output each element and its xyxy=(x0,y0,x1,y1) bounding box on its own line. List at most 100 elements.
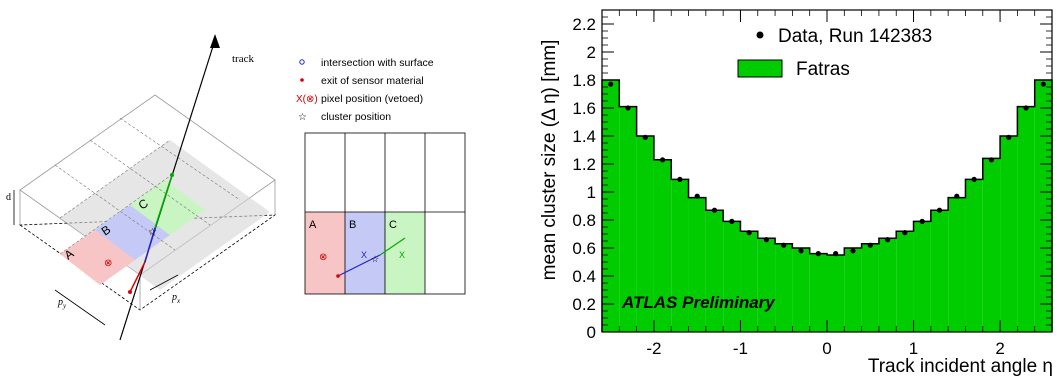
data-point xyxy=(919,218,925,224)
y-tick-label: 0.8 xyxy=(572,211,596,230)
cluster-size-chart: 0 0.2 0.4 0.6 0.8 1 1.2 1.4 1.6 1.8 2 2.2 -2 -1 0 1 2 me… xyxy=(539,9,1053,377)
fatras-bin xyxy=(861,243,879,332)
x-axis-label: Track incident angle η xyxy=(868,356,1053,377)
fatras-bin xyxy=(913,221,931,332)
fatras-bin xyxy=(619,106,637,332)
y-tick-label: 1.6 xyxy=(572,99,596,118)
top-view: A B C ⊗ X X ☆ xyxy=(304,132,466,295)
fatras-bin xyxy=(930,210,949,332)
diagram-legend: intersection with surface exit of sensor… xyxy=(296,57,434,123)
fatras-outline xyxy=(601,79,1053,332)
legend-data-label: Data, Run 142383 xyxy=(778,26,932,47)
fatras-bin xyxy=(705,210,724,332)
data-point xyxy=(625,105,631,111)
fatras-bin xyxy=(827,255,845,332)
cluster-star-icon: ☆ xyxy=(148,227,157,238)
y-tick-label: 1.2 xyxy=(572,155,596,174)
y-tick-label: 0.4 xyxy=(572,267,596,286)
vetoed-pixel-icon: ⊗ xyxy=(104,258,112,269)
data-point xyxy=(711,207,718,213)
fatras-bin xyxy=(844,248,862,332)
y-tick-label: 0.6 xyxy=(572,239,596,258)
cell-grid xyxy=(54,117,241,255)
fatras-bin xyxy=(965,179,983,332)
y-tick-label: 1.4 xyxy=(572,127,596,146)
y-axis-label: mean cluster size (Δ η) [mm] xyxy=(539,40,560,281)
fatras-bin xyxy=(636,136,654,332)
circle-icon xyxy=(299,59,305,65)
legend-item: pixel position (vetoed) xyxy=(321,93,423,105)
data-point xyxy=(781,242,787,248)
fatras-bin xyxy=(878,238,897,332)
data-point xyxy=(763,237,770,243)
data-point xyxy=(988,157,995,163)
vetoed-pixel-icon: ⊗ xyxy=(319,252,327,263)
py-label: py xyxy=(57,297,67,310)
data-point xyxy=(850,248,856,254)
pixel-cell-a xyxy=(60,230,135,285)
fatras-bin xyxy=(948,197,966,332)
pixel-mark-icon: X(⊗) xyxy=(296,94,318,105)
fatras-bin xyxy=(1000,136,1018,332)
data-points xyxy=(608,81,1046,257)
data-point xyxy=(608,81,614,87)
exit-dot-icon xyxy=(128,290,132,294)
py-bracket xyxy=(54,289,106,326)
fatras-bin xyxy=(671,179,689,332)
dot-icon xyxy=(300,78,304,82)
fatras-bin xyxy=(809,253,827,332)
svg-text:X: X xyxy=(399,250,405,260)
chart-legend: Data, Run 142383 Fatras xyxy=(737,26,932,80)
fatras-bin xyxy=(775,243,793,332)
fatras-bin xyxy=(982,158,1001,332)
px-label: px xyxy=(171,292,181,305)
y-tick-label: 0 xyxy=(587,323,596,342)
y-tick-label: 0.2 xyxy=(572,295,596,314)
x-tick-label: 2 xyxy=(995,339,1004,358)
pixel-cell-c xyxy=(130,180,205,235)
y-tick-label: 1.8 xyxy=(572,71,596,90)
fatras-bin xyxy=(688,197,706,332)
legend-data-marker-icon xyxy=(756,31,764,39)
x-tick-label: 1 xyxy=(909,339,918,358)
data-point xyxy=(902,230,908,236)
data-point xyxy=(798,248,804,254)
data-point xyxy=(729,218,735,224)
data-point xyxy=(1023,105,1029,111)
data-point xyxy=(954,193,960,199)
data-point xyxy=(1006,134,1012,140)
px-bracket xyxy=(149,274,179,291)
fatras-bin xyxy=(653,159,672,332)
axes: 0 0.2 0.4 0.6 0.8 1 1.2 1.4 1.6 1.8 2 2.2 -2 -1 0 1 2 xyxy=(572,9,1053,358)
depth-label: d xyxy=(6,192,11,203)
y-tick-label: 2 xyxy=(587,43,596,62)
y-tick-label: 2.2 xyxy=(572,15,596,34)
star-icon: ☆ xyxy=(298,112,307,123)
pixel-cell-b xyxy=(95,205,170,260)
fatras-bin xyxy=(740,231,758,332)
data-point xyxy=(884,237,891,243)
data-point xyxy=(936,207,943,213)
data-point xyxy=(642,134,648,140)
legend-fatras-swatch xyxy=(737,59,783,78)
cluster-star-icon: ☆ xyxy=(371,254,379,264)
data-point xyxy=(833,251,839,257)
track-segment-c xyxy=(154,174,173,229)
fatras-bin xyxy=(896,231,914,332)
track-segment-b xyxy=(144,227,156,263)
data-point xyxy=(746,230,752,236)
data-point xyxy=(815,251,821,257)
y-tick-label: 1 xyxy=(587,183,596,202)
top-label-a: A xyxy=(309,219,317,231)
data-point xyxy=(971,176,977,182)
track-label: track xyxy=(232,53,254,65)
top-label-c: C xyxy=(389,219,397,231)
data-point xyxy=(867,242,873,248)
x-tick-label: 0 xyxy=(822,339,831,358)
pixel-diagram: track ⊗ ☆ A B C d py px intersection wit… xyxy=(6,34,466,341)
legend-item: exit of sensor material xyxy=(321,75,424,87)
legend-fatras-label: Fatras xyxy=(796,59,850,80)
exit-dot-icon xyxy=(170,173,174,177)
atlas-annotation: ATLAS Preliminary xyxy=(621,293,776,312)
legend-item: intersection with surface xyxy=(321,57,434,69)
